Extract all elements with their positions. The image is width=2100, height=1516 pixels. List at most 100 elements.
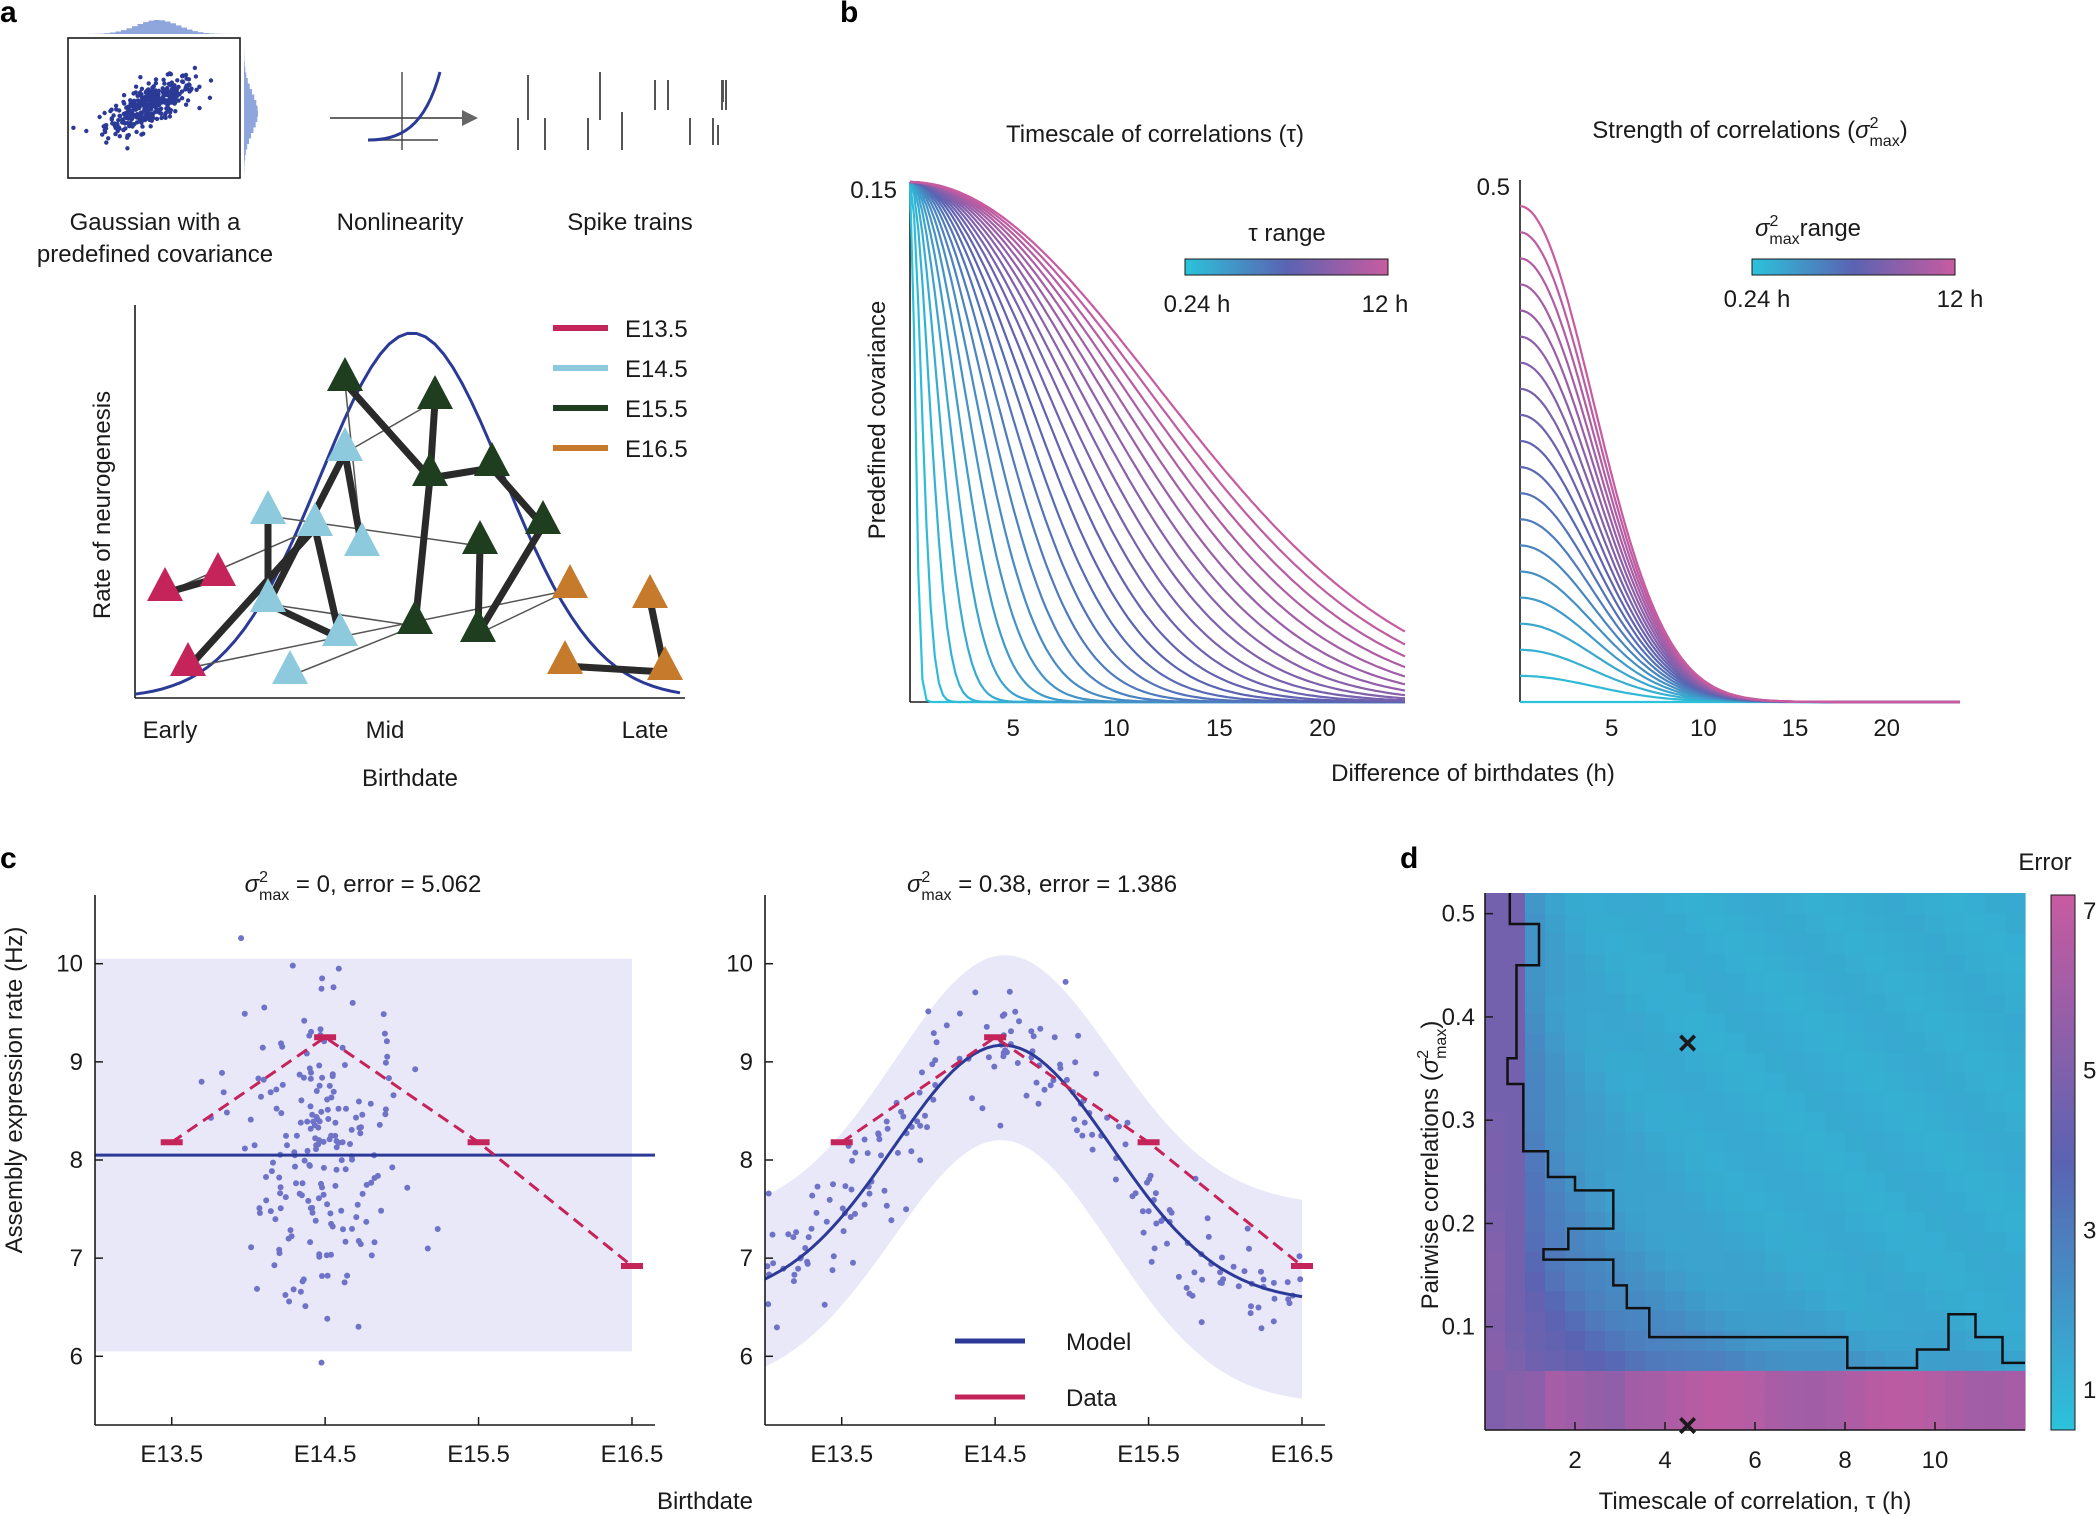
scatter-point bbox=[1079, 1132, 1086, 1139]
heatmap-cell bbox=[1545, 1310, 1566, 1332]
heatmap-cell bbox=[1765, 932, 1786, 954]
heatmap-cell bbox=[1625, 1370, 1646, 1391]
heatmap-cell bbox=[1545, 1072, 1566, 1093]
histogram-bar bbox=[192, 31, 198, 34]
heatmap-cell bbox=[1785, 1211, 1806, 1232]
gaussian-point bbox=[167, 110, 173, 115]
heatmap-cell bbox=[1965, 1032, 1986, 1053]
heatmap-cell bbox=[1825, 1330, 1846, 1352]
scatter-point bbox=[320, 1138, 327, 1145]
heatmap-cell bbox=[1665, 1390, 1686, 1411]
scatter-point bbox=[286, 1298, 293, 1305]
heatmap-cell bbox=[1825, 1211, 1846, 1232]
heatmap-cell bbox=[2005, 893, 2026, 914]
heatmap-cell bbox=[1765, 1052, 1786, 1073]
heatmap-cell bbox=[1765, 1310, 1786, 1332]
y-tick-label: 6 bbox=[70, 1343, 83, 1370]
gaussian-point bbox=[121, 111, 127, 117]
scatter-point bbox=[1023, 1092, 1030, 1099]
weak-edge bbox=[187, 589, 571, 669]
heatmap-cell bbox=[1965, 972, 1986, 994]
scatter-point bbox=[821, 1301, 828, 1308]
heatmap-cell bbox=[1805, 1350, 1826, 1371]
heatmap-cell bbox=[1805, 1310, 1826, 1332]
heatmap-cell bbox=[1745, 1290, 1766, 1312]
scatter-point bbox=[355, 1098, 362, 1105]
heatmap-cell bbox=[1985, 952, 2006, 974]
c-x-label: Birthdate bbox=[657, 1488, 753, 1515]
gaussian-point bbox=[104, 140, 109, 145]
scatter-point bbox=[223, 1109, 230, 1116]
gaussian-point bbox=[121, 93, 127, 98]
heatmap-cell bbox=[1945, 912, 1966, 934]
heatmap-cell bbox=[1685, 1191, 1706, 1212]
scatter-point bbox=[1175, 1273, 1182, 1280]
heatmap-cell bbox=[1905, 1390, 1926, 1411]
scatter-point bbox=[279, 1043, 286, 1050]
scatter-point bbox=[1204, 1215, 1211, 1222]
heatmap-cell bbox=[1965, 1072, 1986, 1093]
heatmap-cell bbox=[1605, 893, 1626, 914]
heatmap-cell bbox=[1665, 1091, 1686, 1113]
scatter-point bbox=[260, 1076, 267, 1083]
heatmap-cell bbox=[1585, 992, 1606, 1013]
panel-b: b Timescale of correlations (τ) Predefin… bbox=[840, 0, 1983, 787]
heatmap-cell bbox=[1485, 1370, 1506, 1391]
scatter-point bbox=[330, 984, 337, 991]
legend-label: E13.5 bbox=[625, 316, 688, 343]
c-legend-data-label: Data bbox=[1066, 1385, 1117, 1412]
scatter-point bbox=[1191, 1269, 1198, 1276]
heatmap-cell bbox=[1885, 932, 1906, 954]
heatmap-cell bbox=[1605, 1251, 1626, 1272]
scatter-point bbox=[770, 1260, 777, 1267]
gaussian-point bbox=[139, 92, 144, 97]
gaussian-point bbox=[197, 105, 202, 111]
gaussian-point bbox=[134, 129, 139, 135]
heatmap-cell bbox=[1665, 1052, 1686, 1073]
covariance-curve bbox=[1519, 439, 1960, 704]
heatmap-cell bbox=[1925, 1270, 1946, 1292]
histogram-bar bbox=[110, 32, 116, 34]
heatmap-cell bbox=[1825, 1310, 1846, 1332]
heatmap-cell bbox=[2005, 1330, 2026, 1352]
heatmap-cell bbox=[2005, 1151, 2026, 1173]
heatmap-cell bbox=[1565, 1151, 1586, 1173]
scatter-point bbox=[1244, 1225, 1251, 1232]
heatmap-cell bbox=[1645, 932, 1666, 954]
heatmap-cell bbox=[1745, 1231, 1766, 1252]
histogram-bar bbox=[244, 149, 246, 155]
heatmap-cell bbox=[1485, 1072, 1506, 1093]
scatter-point bbox=[804, 1260, 811, 1267]
heatmap-cell bbox=[1745, 1171, 1766, 1192]
heatmap-cell bbox=[1885, 972, 1906, 994]
scatter-point bbox=[318, 1108, 325, 1115]
b-left-x-ticks: 5 10 15 20 bbox=[1006, 715, 1335, 742]
heatmap-cell bbox=[1845, 1410, 1866, 1431]
heatmap-cell bbox=[1745, 1310, 1766, 1332]
scatter-point bbox=[969, 1095, 975, 1102]
b-right-x-tick: 20 bbox=[1873, 715, 1900, 742]
scatter-point bbox=[381, 1030, 388, 1037]
scatter-point bbox=[316, 1082, 323, 1089]
scatter-point bbox=[315, 1195, 322, 1202]
heatmap-cell bbox=[1785, 1012, 1806, 1033]
gaussian-point bbox=[208, 78, 214, 83]
heatmap-cell bbox=[1665, 1171, 1686, 1192]
gaussian-point bbox=[131, 107, 136, 112]
gaussian-point bbox=[193, 74, 199, 79]
heatmap-cell bbox=[1725, 1012, 1746, 1033]
heatmap-cell bbox=[1505, 1231, 1526, 1252]
heatmap-cell bbox=[1865, 1350, 1886, 1371]
heatmap-cell bbox=[1905, 1211, 1926, 1232]
scatter-point bbox=[344, 1272, 351, 1279]
heatmap-cell bbox=[1545, 1290, 1566, 1312]
scatter-point bbox=[900, 1113, 907, 1120]
scatter-point bbox=[277, 1184, 284, 1191]
scatter-point bbox=[256, 1210, 263, 1216]
heatmap-cell bbox=[1785, 1191, 1806, 1212]
heatmap-cell bbox=[1945, 1052, 1966, 1073]
gaussian-point bbox=[158, 111, 164, 116]
heatmap-cell bbox=[2005, 1131, 2026, 1153]
heatmap-cell bbox=[1605, 1410, 1626, 1431]
